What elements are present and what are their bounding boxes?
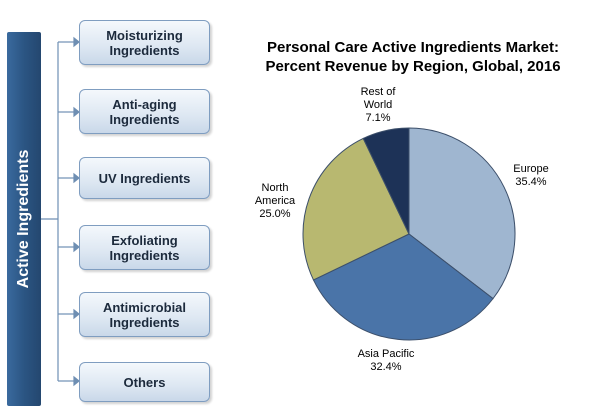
pie-slice-europe: [408, 127, 516, 300]
pie-slice-asia-pacific: [312, 233, 494, 341]
pie-slice-rest-of-world: [362, 127, 410, 235]
pie-label-asia-pacific: Asia Pacific 32.4%: [358, 348, 415, 373]
uv-ingredients-label: UV Ingredients: [98, 170, 191, 186]
anti-aging-ingredients-label: Anti-aging Ingredients: [109, 96, 180, 127]
pie-label-rest-of-world: Rest of World 7.1%: [361, 86, 397, 124]
antimicrobial-ingredients-box: Antimicrobial Ingredients: [79, 292, 210, 337]
antimicrobial-ingredients-label: Antimicrobial Ingredients: [102, 299, 187, 330]
uv-ingredients-box: UV Ingredients: [79, 157, 210, 199]
exfoliating-ingredients-label: Exfoliating Ingredients: [109, 232, 180, 263]
pie-slice-north-america: [302, 137, 410, 281]
others-box: Others: [79, 362, 210, 402]
active-ingredients-bar: [7, 32, 41, 406]
others-label: Others: [123, 374, 166, 390]
moisturizing-ingredients-box: Moisturizing Ingredients: [79, 20, 210, 65]
anti-aging-ingredients-box: Anti-aging Ingredients: [79, 89, 210, 134]
moisturizing-ingredients-label: Moisturizing Ingredients: [106, 27, 183, 58]
exfoliating-ingredients-box: Exfoliating Ingredients: [79, 225, 210, 270]
chart-title: Personal Care Active Ingredients Market:…: [265, 39, 561, 75]
pie-label-north-america: North America 25.0%: [255, 182, 296, 220]
pie-label-europe: Europe 35.4%: [513, 163, 548, 188]
